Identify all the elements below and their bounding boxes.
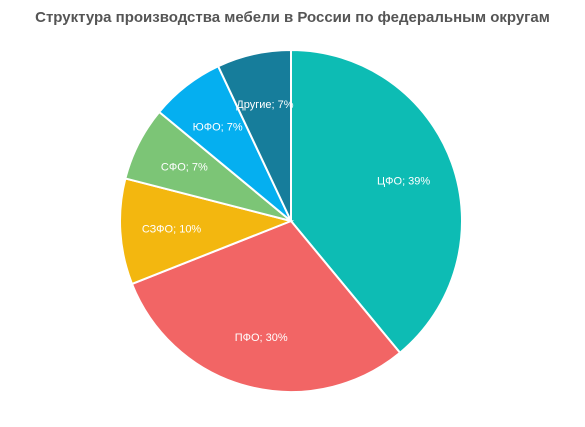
pie-slice-5 xyxy=(216,48,292,222)
chart-title: Структура производства мебели в России п… xyxy=(35,9,550,26)
slice-label-0: ЦФО; 39% xyxy=(377,175,430,187)
pie-slice-2 xyxy=(119,177,295,286)
pie-slice-1 xyxy=(130,219,402,394)
slice-label-5: Другие; 7% xyxy=(236,99,293,111)
slice-label-4: ЮФО; 7% xyxy=(193,121,243,133)
slice-label-3: СФО; 7% xyxy=(161,162,208,174)
slice-label-2: СЗФО; 10% xyxy=(142,224,202,236)
slice-label-1: ПФО; 30% xyxy=(235,332,288,344)
pie-slice-0 xyxy=(290,48,464,355)
